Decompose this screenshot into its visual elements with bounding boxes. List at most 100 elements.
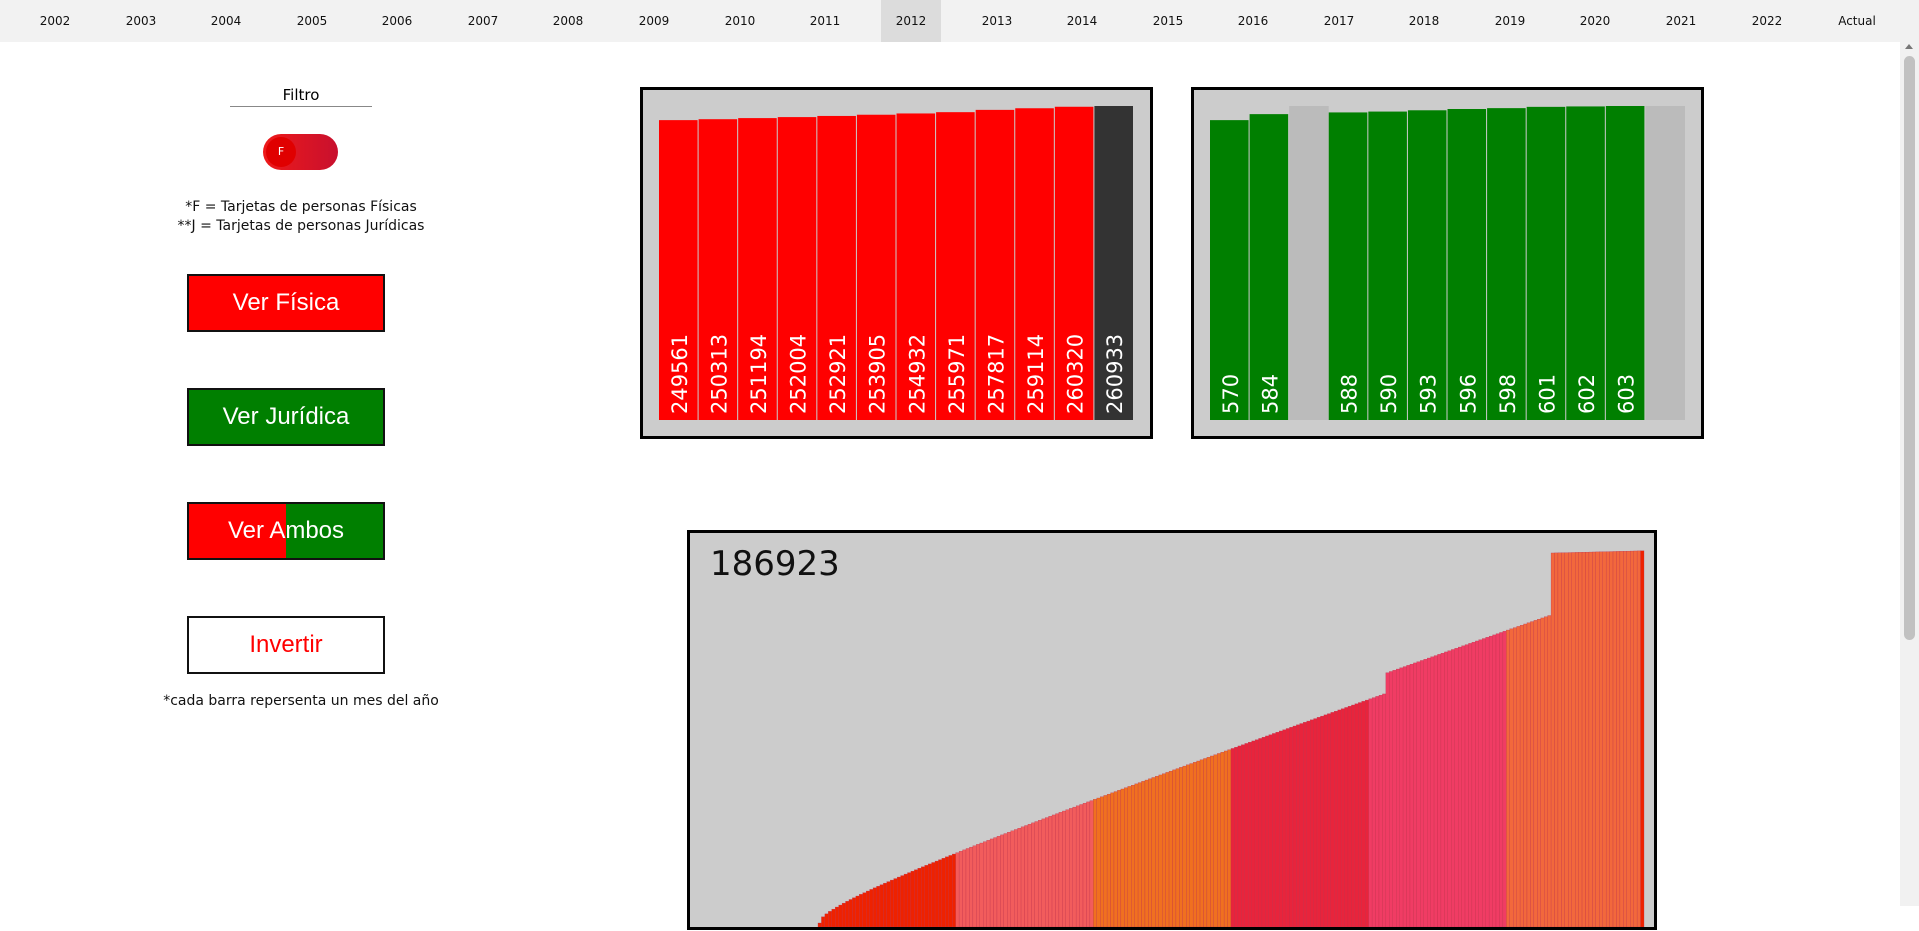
month-bar[interactable]: [838, 904, 843, 928]
month-bar[interactable]: [1409, 663, 1414, 928]
month-bar[interactable]: [821, 916, 826, 928]
month-bar[interactable]: [1389, 671, 1393, 928]
month-bar[interactable]: [1175, 768, 1180, 928]
bar[interactable]: [1368, 111, 1407, 421]
year-tab-2018[interactable]: 2018: [1408, 14, 1440, 28]
scrollbar-thumb[interactable]: [1904, 56, 1915, 640]
month-bar[interactable]: [1437, 654, 1442, 928]
year-tab-2016[interactable]: 2016: [1237, 14, 1269, 28]
month-bar[interactable]: [1044, 817, 1049, 928]
month-bar[interactable]: [1461, 645, 1466, 928]
bar[interactable]: [1526, 106, 1566, 421]
month-bar[interactable]: [1468, 643, 1473, 928]
month-bar[interactable]: [1495, 633, 1500, 928]
month-bar[interactable]: [1444, 651, 1448, 928]
month-bar[interactable]: [897, 876, 901, 928]
month-bar[interactable]: [1630, 550, 1634, 928]
month-bar[interactable]: [848, 899, 853, 928]
month-bar[interactable]: [1626, 550, 1631, 928]
month-bar[interactable]: [1051, 814, 1056, 928]
month-bar[interactable]: [903, 873, 908, 928]
month-bar[interactable]: [1585, 551, 1590, 928]
month-bar[interactable]: [989, 838, 994, 928]
month-bar[interactable]: [955, 852, 960, 928]
month-bar[interactable]: [1485, 637, 1490, 928]
month-bar[interactable]: [1595, 551, 1600, 928]
bar[interactable]: [1249, 114, 1289, 421]
month-bar[interactable]: [1482, 638, 1486, 928]
month-bar[interactable]: [1458, 646, 1462, 928]
month-bar[interactable]: [927, 863, 932, 928]
month-bar[interactable]: [1316, 717, 1321, 928]
month-bar[interactable]: [1337, 709, 1342, 928]
month-bar[interactable]: [1616, 551, 1621, 928]
bar[interactable]: [738, 118, 777, 420]
ver-fisica-button[interactable]: Ver Física: [187, 274, 385, 332]
month-bar[interactable]: [1354, 703, 1359, 928]
month-bar[interactable]: [1058, 812, 1063, 928]
month-bar[interactable]: [1210, 755, 1214, 928]
bar[interactable]: [1328, 112, 1368, 420]
month-bar[interactable]: [1475, 640, 1479, 928]
month-bar[interactable]: [1568, 552, 1572, 928]
month-bar[interactable]: [1244, 743, 1249, 928]
month-bar[interactable]: [1106, 793, 1111, 928]
bar[interactable]: [1605, 106, 1645, 420]
month-bar[interactable]: [1192, 762, 1197, 928]
month-bar[interactable]: [1306, 720, 1311, 928]
month-bar[interactable]: [1155, 776, 1159, 928]
month-bar[interactable]: [1031, 822, 1035, 928]
month-bar[interactable]: [1413, 662, 1417, 928]
month-bar[interactable]: [1447, 650, 1452, 928]
month-bar[interactable]: [1310, 719, 1314, 928]
month-bar[interactable]: [1024, 825, 1029, 928]
month-bar[interactable]: [1237, 745, 1242, 928]
month-bar[interactable]: [1065, 809, 1070, 928]
month-bar[interactable]: [1519, 625, 1524, 928]
year-tab-2017[interactable]: 2017: [1323, 14, 1355, 28]
month-bar[interactable]: [1478, 639, 1483, 928]
month-bar[interactable]: [1375, 696, 1380, 928]
month-bar[interactable]: [1609, 551, 1614, 928]
month-bar[interactable]: [1605, 551, 1610, 928]
month-bar[interactable]: [1020, 826, 1025, 928]
month-bar[interactable]: [1227, 749, 1232, 928]
bar[interactable]: [1054, 106, 1094, 421]
bar[interactable]: [1487, 108, 1526, 421]
year-tab-2014[interactable]: 2014: [1066, 14, 1098, 28]
month-bar[interactable]: [1399, 667, 1404, 928]
month-bar[interactable]: [824, 913, 829, 928]
month-bar[interactable]: [931, 862, 936, 928]
month-bar[interactable]: [1599, 551, 1603, 928]
month-bar[interactable]: [1275, 732, 1280, 928]
month-bar[interactable]: [1113, 791, 1118, 928]
month-bar[interactable]: [1069, 808, 1073, 928]
month-bar[interactable]: [1148, 778, 1152, 928]
month-bar[interactable]: [1454, 648, 1459, 928]
month-bar[interactable]: [872, 887, 877, 928]
month-bar[interactable]: [1158, 774, 1163, 928]
month-bar[interactable]: [1340, 708, 1345, 928]
month-bar[interactable]: [1089, 800, 1094, 928]
month-bar[interactable]: [869, 889, 874, 928]
month-bar[interactable]: [1179, 767, 1183, 928]
month-bar[interactable]: [883, 882, 887, 928]
year-tab-actual[interactable]: Actual: [1838, 14, 1876, 28]
month-bar[interactable]: [907, 872, 912, 928]
month-bar[interactable]: [1451, 649, 1455, 928]
filter-toggle[interactable]: F: [263, 134, 338, 170]
year-tab-2003[interactable]: 2003: [125, 14, 157, 28]
month-bar[interactable]: [1506, 629, 1510, 928]
month-bar[interactable]: [1571, 552, 1576, 928]
month-bar[interactable]: [1292, 725, 1297, 928]
month-bar[interactable]: [841, 902, 846, 928]
month-bar[interactable]: [1530, 621, 1535, 928]
month-bar[interactable]: [1289, 727, 1294, 928]
year-tab-2002[interactable]: 2002: [39, 14, 71, 28]
bar[interactable]: [1094, 106, 1133, 420]
month-bar[interactable]: [921, 866, 925, 928]
month-bar[interactable]: [1633, 550, 1638, 928]
month-bar[interactable]: [1254, 739, 1259, 928]
month-bar[interactable]: [1544, 616, 1548, 928]
month-bar[interactable]: [1075, 805, 1080, 928]
